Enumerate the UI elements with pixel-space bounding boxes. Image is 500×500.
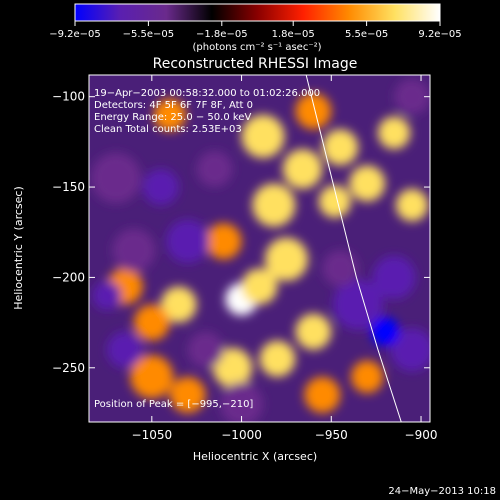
emission-blob xyxy=(264,237,308,282)
annotation-line: Detectors: 4F 5F 6F 7F 8F, Att 0 xyxy=(94,100,253,111)
emission-blob xyxy=(349,165,386,202)
emission-blob xyxy=(92,281,122,310)
x-tick-label: −1000 xyxy=(221,428,262,442)
emission-blob xyxy=(295,313,332,350)
y-tick-label: −200 xyxy=(52,270,85,284)
x-tick-label: −1050 xyxy=(132,428,173,442)
colorbar-units: (photons cm⁻² s⁻¹ asec⁻²) xyxy=(192,42,321,53)
emission-blob xyxy=(187,331,224,368)
emission-blob xyxy=(322,129,359,166)
emission-blob xyxy=(112,228,156,272)
annotation-line: Energy Range: 25.0 − 50.0 keV xyxy=(94,112,251,123)
annotation-line: 19−Apr−2003 00:58:32.000 to 01:02:26.000 xyxy=(94,88,320,99)
emission-blob xyxy=(205,223,242,260)
emission-blob xyxy=(259,340,296,377)
emission-blob xyxy=(169,376,206,413)
colorbar xyxy=(74,3,441,22)
x-axis-label: Heliocentric X (arcsec) xyxy=(193,450,317,463)
emission-blob xyxy=(372,255,416,300)
emission-blob xyxy=(212,347,253,388)
colorbar-ticks: −9.2e−05 −5.5e−05 −1.8e−05 1.8e−05 5.5e−05 9.… xyxy=(49,21,462,40)
plot-frame xyxy=(88,74,431,423)
emission-blob xyxy=(153,98,186,132)
x-tick-label: −950 xyxy=(315,428,348,442)
solar-limb-line xyxy=(305,75,402,422)
observation-annotations: 19−Apr−2003 00:58:32.000 to 01:02:26.000… xyxy=(94,88,320,135)
colorbar-tick-label: −9.2e−05 xyxy=(49,29,101,40)
chart-title: Reconstructed RHESSI Image xyxy=(153,56,358,72)
emission-blob xyxy=(351,360,384,394)
colorbar-tick-label: −5.5e−05 xyxy=(123,29,175,40)
annotation-line: Clean Total counts: 2.53E+03 xyxy=(94,124,242,135)
emission-blob xyxy=(90,152,142,204)
emission-blob xyxy=(142,168,179,206)
emission-blob xyxy=(394,78,430,115)
colorbar-tick-label: 5.5e−05 xyxy=(345,29,388,40)
x-axis-ticks: −1050 −1000 −950 −900 xyxy=(132,75,438,442)
emission-blob xyxy=(395,188,429,222)
emission-blob xyxy=(304,376,341,413)
y-tick-label: −100 xyxy=(52,90,85,104)
emission-blob xyxy=(252,183,296,227)
emission-blob xyxy=(318,185,352,218)
peak-position-label: Position of Peak = [−995,−210] xyxy=(94,399,253,410)
emission-blob xyxy=(160,286,197,323)
emission-blob xyxy=(333,279,384,330)
emission-blob xyxy=(130,355,174,399)
emission-blob xyxy=(322,250,359,287)
emission-blob xyxy=(106,331,143,368)
emission-blob xyxy=(377,116,411,150)
emission-blob xyxy=(166,219,210,263)
emission-blob xyxy=(241,114,285,159)
emission-blob xyxy=(390,328,430,372)
y-axis-label: Heliocentric Y (arcsec) xyxy=(12,186,25,310)
colorbar-tick-label: 9.2e−05 xyxy=(418,29,461,40)
emission-blob xyxy=(196,150,233,188)
colorbar-tick-label: 1.8e−05 xyxy=(272,29,315,40)
emission-blobs xyxy=(90,78,430,422)
emission-blob xyxy=(295,93,332,130)
emission-blob xyxy=(282,149,323,189)
y-tick-label: −250 xyxy=(52,361,85,375)
x-tick-label: −900 xyxy=(405,428,438,442)
colorbar-tick-label: −1.8e−05 xyxy=(196,29,248,40)
y-tick-label: −150 xyxy=(52,180,85,194)
emission-blob xyxy=(220,382,264,422)
emission-blob xyxy=(241,268,278,305)
emission-blob xyxy=(370,317,400,347)
y-axis-ticks: −100 −150 −200 −250 xyxy=(52,90,430,375)
emission-blob xyxy=(133,304,170,341)
timestamp: 24−May−2013 10:18 xyxy=(388,486,496,497)
